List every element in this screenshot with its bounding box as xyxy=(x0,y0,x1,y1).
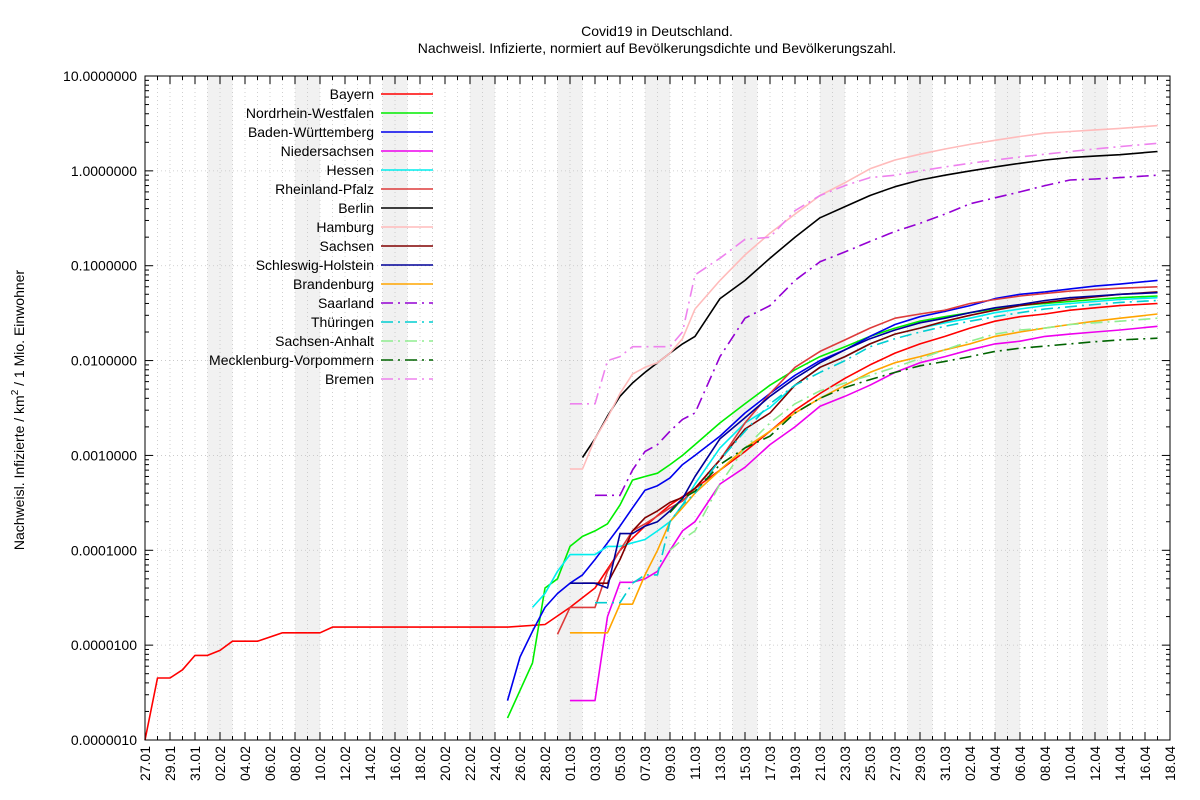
x-tick-label: 10.02 xyxy=(312,746,328,781)
x-tick-label: 09.03 xyxy=(662,746,678,781)
legend-label: Brandenburg xyxy=(293,276,374,292)
y-tick-label: 10.0000000 xyxy=(63,68,137,84)
legend-label: Niedersachsen xyxy=(281,143,374,159)
y-axis-label-rest: / 1 Mio. Einwohner xyxy=(11,270,27,390)
legend-label: Sachsen-Anhalt xyxy=(275,333,374,349)
series-line-mecklenburg-vorpommern xyxy=(669,337,1158,514)
series-line-sachsen xyxy=(582,291,1158,585)
x-tick-label: 23.03 xyxy=(837,746,853,781)
y-tick-label: 0.0001000 xyxy=(71,542,137,558)
series-line-sachsen-anhalt xyxy=(669,317,1158,551)
series-line-bayern xyxy=(144,302,1158,741)
x-tick-label: 05.03 xyxy=(612,746,628,781)
x-tick-label: 21.03 xyxy=(812,746,828,781)
grid xyxy=(144,75,1171,741)
y-tick-label: 0.0000100 xyxy=(71,637,137,653)
y-tick-label: 0.0000010 xyxy=(71,732,137,748)
y-tick-label: 0.0010000 xyxy=(71,447,137,463)
series-layer xyxy=(144,124,1158,741)
legend-label: Schleswig-Holstein xyxy=(256,257,374,273)
x-tick-label: 24.02 xyxy=(487,746,503,781)
x-tick-label: 11.03 xyxy=(687,746,703,780)
x-tick-label: 31.03 xyxy=(937,746,953,781)
x-tick-label: 27.03 xyxy=(887,746,903,781)
y-tick-label: 1.0000000 xyxy=(71,163,137,179)
x-tick-label: 10.04 xyxy=(1062,746,1078,781)
x-tick-label: 31.01 xyxy=(187,746,203,781)
x-tick-label: 16.04 xyxy=(1137,746,1153,781)
x-tick-label: 22.02 xyxy=(462,746,478,781)
x-tick-label: 06.02 xyxy=(262,746,278,781)
x-tick-label: 17.03 xyxy=(762,746,778,781)
x-tick-label: 06.04 xyxy=(1012,746,1028,781)
legend-label: Baden-Württemberg xyxy=(248,124,374,140)
legend-label: Bayern xyxy=(330,86,374,102)
x-tick-label: 25.03 xyxy=(862,746,878,781)
x-tick-label: 08.02 xyxy=(287,746,303,781)
x-tick-label: 04.02 xyxy=(237,746,253,781)
x-tick-label: 02.04 xyxy=(962,746,978,781)
x-tick-label: 18.04 xyxy=(1162,746,1178,781)
x-tick-label: 13.03 xyxy=(712,746,728,781)
x-tick-label: 26.02 xyxy=(512,746,528,781)
legend-label: Hessen xyxy=(327,162,374,178)
y-tick-label: 0.0100000 xyxy=(71,353,137,369)
legend-label: Rheinland-Pfalz xyxy=(275,181,374,197)
x-tick-label: 29.03 xyxy=(912,746,928,781)
series-line-hessen xyxy=(531,296,1158,608)
legend-label: Sachsen xyxy=(320,238,374,254)
x-tick-label: 28.02 xyxy=(537,746,553,781)
x-tick-label: 29.01 xyxy=(162,746,178,781)
legend-label: Saarland xyxy=(318,295,374,311)
series-line-bremen xyxy=(570,142,1158,405)
x-tick-label: 19.03 xyxy=(787,746,803,781)
x-tick-label: 12.04 xyxy=(1087,746,1103,781)
x-tick-label: 14.02 xyxy=(362,746,378,781)
series-line-saarland xyxy=(595,174,1158,497)
legend-label: Hamburg xyxy=(316,219,374,235)
x-tick-label: 02.02 xyxy=(212,746,228,781)
series-line-niedersachsen xyxy=(570,325,1158,702)
series-line-berlin xyxy=(581,150,1158,458)
series-line-hamburg xyxy=(570,124,1158,470)
series-line-rheinland-pfalz xyxy=(556,286,1158,635)
x-tick-label: 16.02 xyxy=(387,746,403,781)
x-tick-label: 12.02 xyxy=(337,746,353,781)
legend-label: Mecklenburg-Vorpommern xyxy=(209,352,374,368)
legend-label: Thüringen xyxy=(311,314,374,330)
y-tick-label: 0.1000000 xyxy=(71,258,137,274)
chart-title: Covid19 in Deutschland. xyxy=(581,23,733,39)
x-tick-label: 07.03 xyxy=(637,746,653,781)
legend-label: Nordrhein-Westfalen xyxy=(246,105,374,121)
x-tick-label: 15.03 xyxy=(737,746,753,781)
series-line-th-ringen xyxy=(595,299,1158,604)
legend: Bayern Nordrhein-Westfalen Baden-Württembe… xyxy=(209,86,433,387)
x-tick-label: 18.02 xyxy=(412,746,428,781)
x-tick-label: 27.01 xyxy=(137,746,153,781)
chart-subtitle: Nachweisl. Infizierte, normiert auf Bevö… xyxy=(418,40,897,56)
y-axis-label-superscript: 2 xyxy=(10,389,21,395)
y-axis-label-main: Nachweisl. Infizierte / km xyxy=(11,395,27,550)
x-tick-label: 20.02 xyxy=(437,746,453,781)
legend-label: Berlin xyxy=(338,200,374,216)
x-tick-label: 01.03 xyxy=(562,746,578,781)
x-tick-label: 04.04 xyxy=(987,746,1003,781)
y-axis-label: Nachweisl. Infizierte / km2 / 1 Mio. Ein… xyxy=(10,270,27,551)
series-line-baden-w-rttemberg xyxy=(506,279,1158,701)
x-tick-label: 03.03 xyxy=(587,746,603,781)
legend-label: Bremen xyxy=(325,371,374,387)
x-tick-label: 08.04 xyxy=(1037,746,1053,781)
series-line-schleswig-holstein xyxy=(570,291,1158,589)
x-tick-label: 14.04 xyxy=(1112,746,1128,781)
axes: 0.0000010 0.0000100 0.0001000 0.0010000 0.01… xyxy=(63,68,1178,781)
